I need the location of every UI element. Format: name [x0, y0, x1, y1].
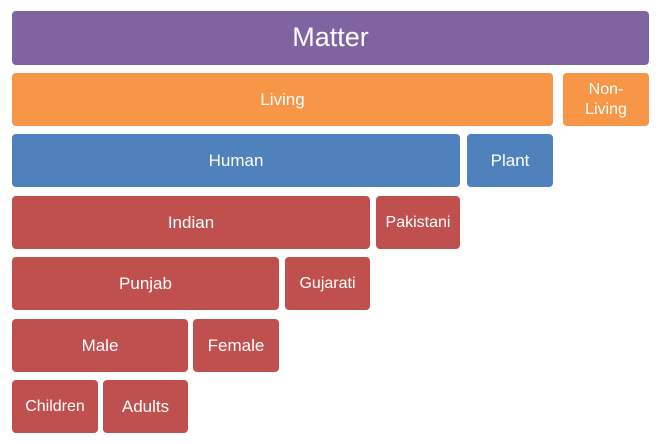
node-female: Female [193, 319, 279, 372]
node-non-living: Non- Living [563, 73, 649, 126]
node-plant: Plant [467, 134, 553, 187]
node-matter: Matter [12, 11, 649, 65]
node-pakistani: Pakistani [376, 196, 460, 249]
node-adults: Adults [103, 380, 188, 433]
node-punjab: Punjab [12, 257, 279, 310]
node-human: Human [12, 134, 460, 187]
node-indian: Indian [12, 196, 370, 249]
node-living: Living [12, 73, 553, 126]
node-gujarati: Gujarati [285, 257, 370, 310]
node-children: Children [12, 380, 98, 433]
node-male: Male [12, 319, 188, 372]
